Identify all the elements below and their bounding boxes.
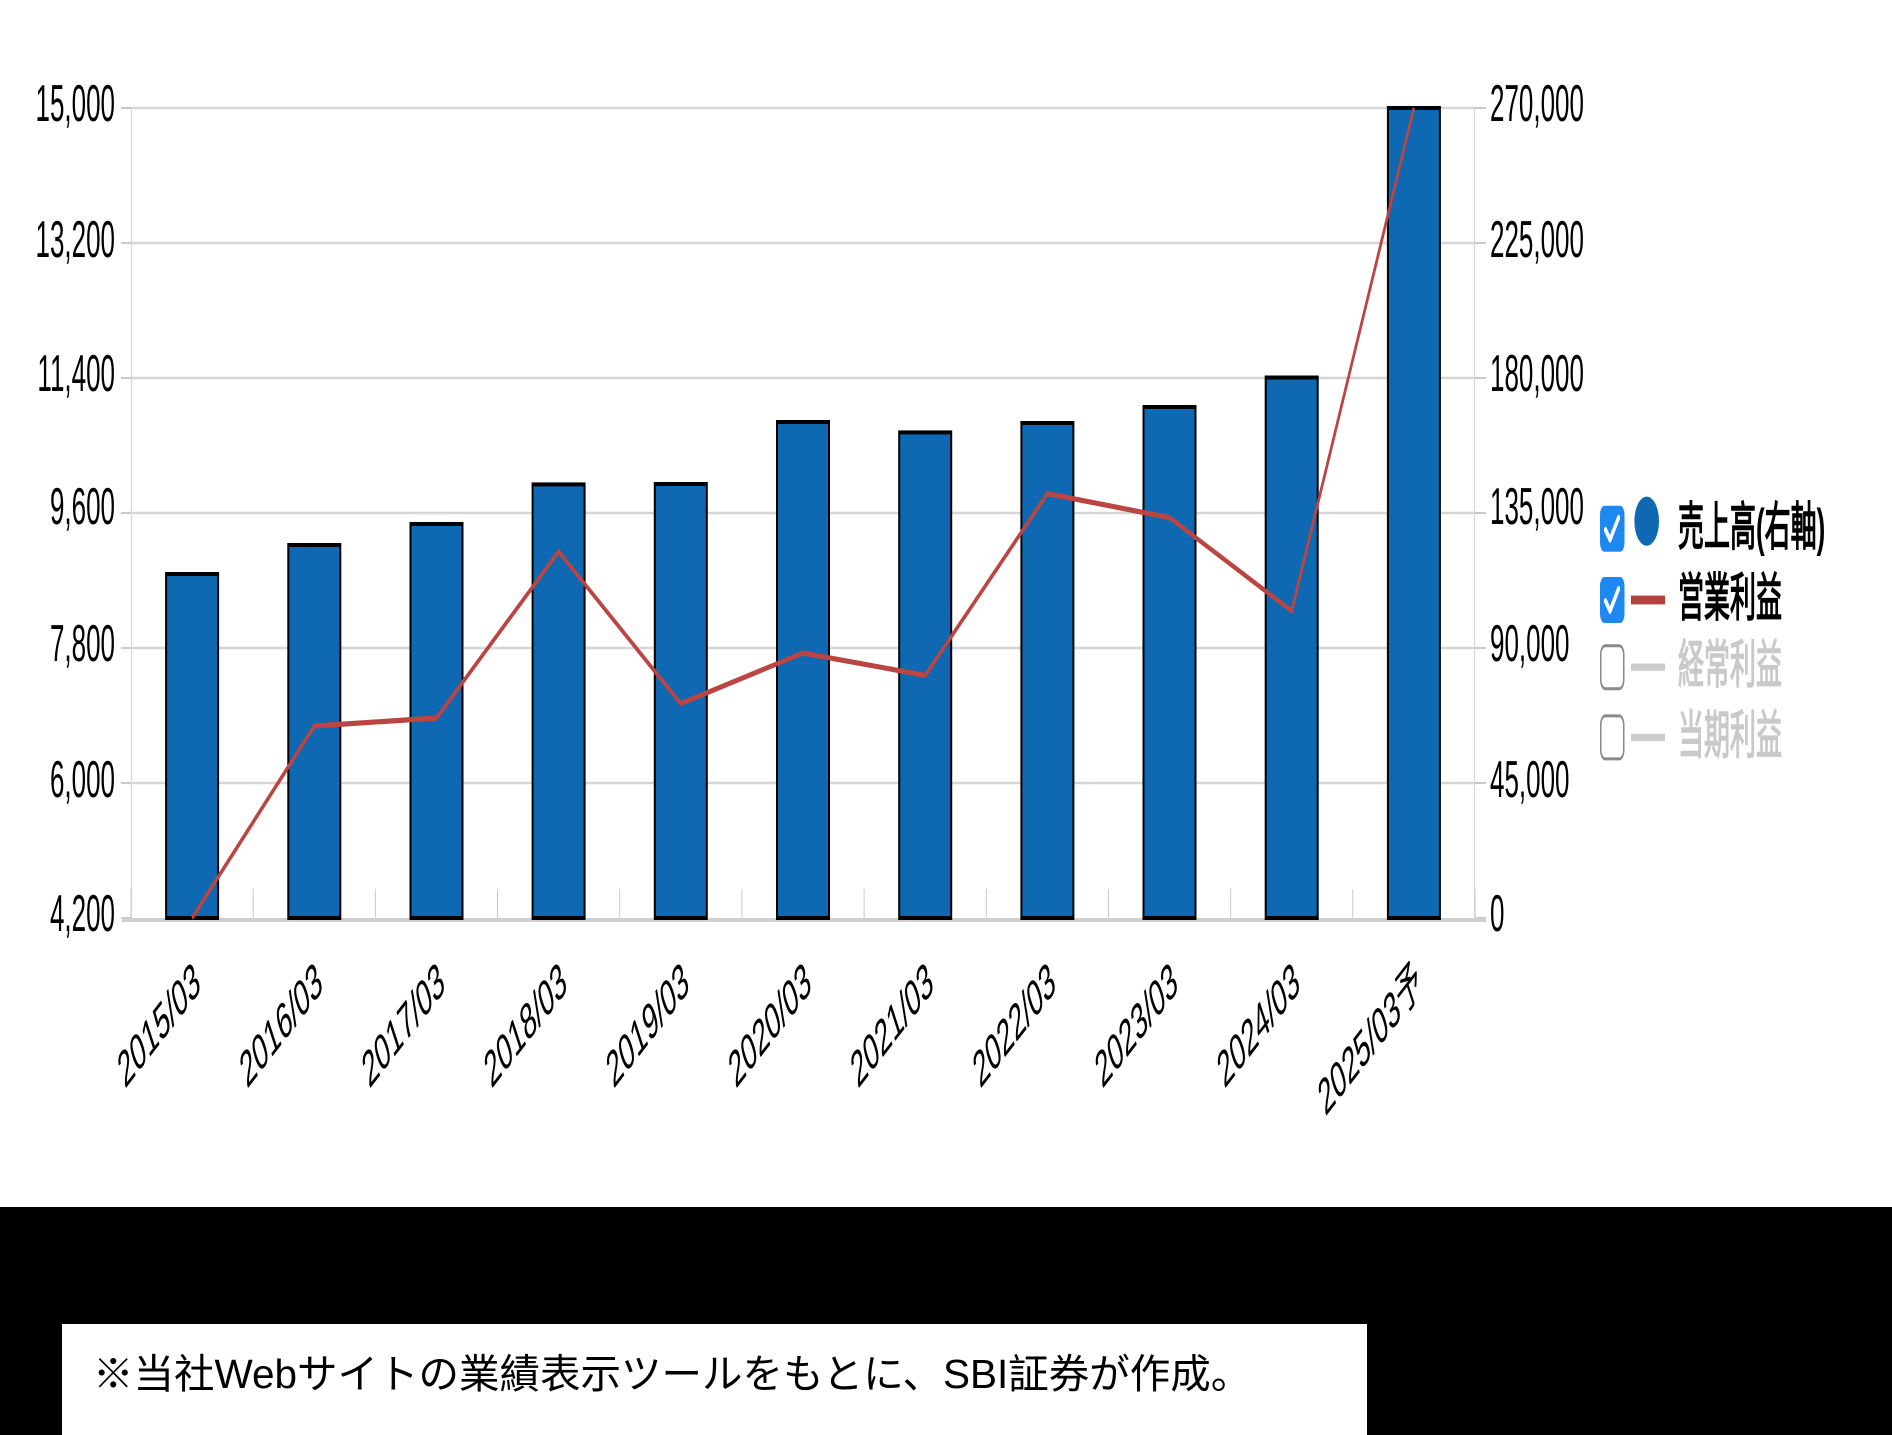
- svg-text:2024/03: 2024/03: [1212, 951, 1305, 1099]
- svg-text:2018/03: 2018/03: [479, 951, 572, 1099]
- svg-text:270,000: 270,000: [1490, 74, 1584, 132]
- svg-text:2022/03: 2022/03: [968, 951, 1061, 1099]
- svg-text:135,000: 135,000: [1490, 477, 1584, 535]
- svg-text:225,000: 225,000: [1490, 210, 1584, 268]
- svg-text:180,000: 180,000: [1490, 344, 1584, 402]
- svg-text:4,200: 4,200: [50, 884, 115, 942]
- svg-text:13,200: 13,200: [35, 210, 115, 268]
- svg-text:2015/03: 2015/03: [112, 951, 205, 1099]
- svg-text:0: 0: [1490, 884, 1504, 942]
- svg-text:2020/03: 2020/03: [723, 951, 816, 1099]
- svg-text:11,400: 11,400: [37, 344, 115, 402]
- svg-text:2023/03: 2023/03: [1090, 951, 1183, 1099]
- svg-text:15,000: 15,000: [35, 74, 115, 132]
- svg-text:90,000: 90,000: [1490, 614, 1570, 672]
- svg-text:当期利益: 当期利益: [1678, 707, 1782, 765]
- svg-text:売上高(右軸): 売上高(右軸): [1678, 498, 1825, 556]
- svg-text:営業利益: 営業利益: [1678, 569, 1782, 627]
- svg-text:2019/03: 2019/03: [601, 951, 694, 1099]
- svg-text:6,000: 6,000: [50, 750, 115, 808]
- svg-text:経常利益: 経常利益: [1678, 636, 1782, 694]
- svg-text:2025/03予: 2025/03予: [1313, 951, 1427, 1127]
- svg-text:9,600: 9,600: [50, 477, 115, 535]
- svg-text:2017/03: 2017/03: [357, 951, 450, 1099]
- svg-text:7,800: 7,800: [50, 614, 115, 672]
- svg-text:45,000: 45,000: [1490, 750, 1570, 808]
- svg-text:2021/03: 2021/03: [846, 951, 939, 1099]
- svg-text:2016/03: 2016/03: [235, 951, 328, 1099]
